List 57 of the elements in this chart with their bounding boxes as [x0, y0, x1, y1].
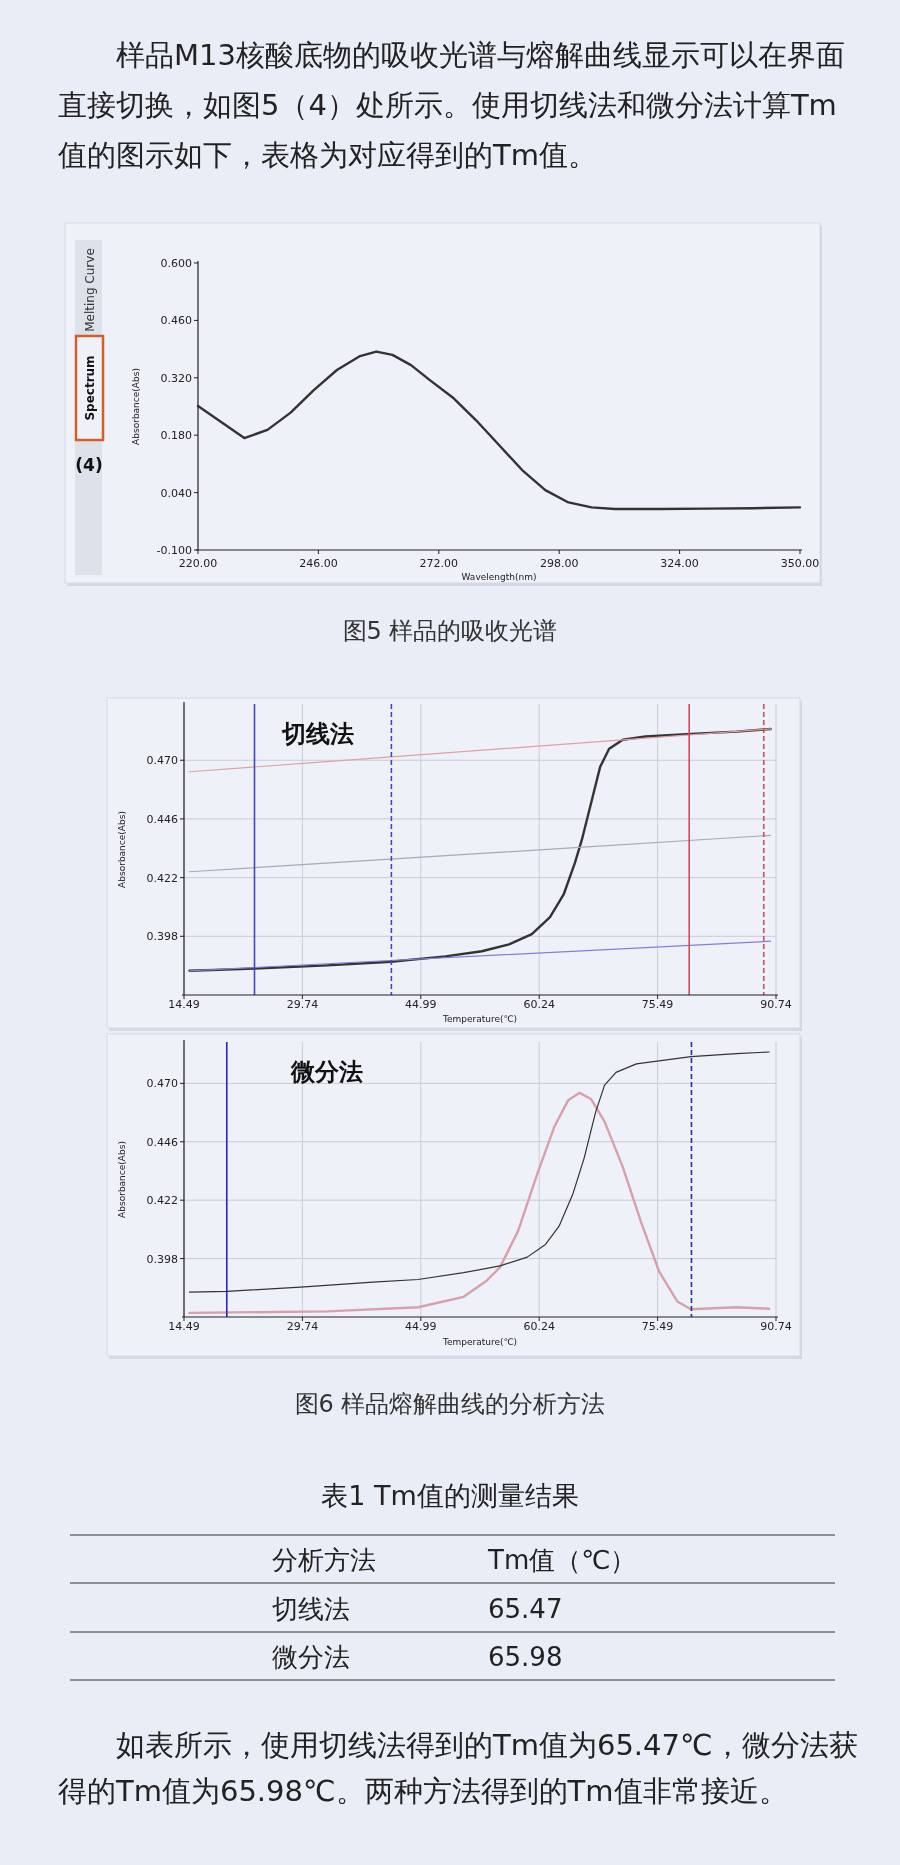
y-tick-label: 0.398 [146, 1252, 178, 1266]
y-axis-title: Absorbance(Abs) [117, 811, 127, 888]
x-tick-label: 14.49 [168, 1320, 200, 1333]
x-tick-label: 350.00 [780, 557, 820, 570]
y-tick-label: 0.398 [146, 930, 178, 944]
y-tick-label: 0.600 [160, 257, 192, 270]
x-tick-label: 60.24 [523, 998, 555, 1011]
text: (4) [75, 455, 103, 475]
x-axis-title: Wavelength(nm) [461, 572, 537, 582]
x-axis-title: Temperature(℃) [441, 1337, 518, 1347]
y-axis-title: Absorbance(Abs) [117, 1141, 127, 1218]
x-tick-label: 220.00 [178, 557, 218, 570]
y-tick-label: 0.446 [146, 1135, 178, 1149]
y-tick-label: 0.460 [160, 314, 192, 328]
data-label: 65.47 [488, 1593, 563, 1624]
x-tick-label: 272.00 [419, 557, 459, 570]
line-series [196, 350, 802, 511]
x-tick-label: 44.99 [405, 998, 437, 1011]
x-tick-label: 246.00 [299, 557, 338, 570]
y-tick-label: 0.040 [160, 486, 192, 500]
text: Spectrum [83, 355, 97, 421]
x-axis-title: Temperature(℃) [441, 1014, 518, 1024]
text: 分析方法 [272, 1545, 376, 1575]
y-tick-label: 0.320 [160, 371, 192, 385]
category-label: 微分法 [272, 1642, 350, 1672]
x-tick-label: 29.74 [286, 1320, 319, 1333]
y-tick-label: 0.180 [160, 429, 192, 443]
x-tick-label: 298.00 [539, 557, 579, 570]
y-axis-title: Absorbance(Abs) [131, 368, 141, 445]
x-tick-label: 60.24 [523, 1320, 555, 1333]
y-tick-label: 0.446 [146, 812, 178, 826]
text: 表1 Tm值的测量结果 [321, 1480, 579, 1511]
data-label: 65.98 [488, 1642, 563, 1672]
x-tick-label: 90.74 [760, 998, 792, 1011]
text: Melting Curve [83, 248, 97, 332]
y-tick-label: 0.422 [146, 1194, 178, 1208]
text: 切线法 [281, 720, 354, 748]
text: 微分法 [290, 1058, 363, 1086]
y-tick-label: 0.470 [146, 754, 178, 768]
caption: 图5 样品的吸收光谱 [342, 617, 558, 645]
category-label: 切线法 [272, 1593, 350, 1624]
line-series [188, 1091, 771, 1315]
x-tick-label: 324.00 [660, 557, 699, 570]
line-series [188, 1051, 770, 1293]
y-tick-label: -0.100 [156, 544, 192, 557]
y-tick-label: 0.470 [146, 1077, 178, 1091]
x-tick-label: 29.74 [286, 998, 319, 1011]
x-tick-label: 90.74 [760, 1320, 792, 1333]
caption: 图6 样品熔解曲线的分析方法 [294, 1390, 606, 1418]
x-tick-label: 44.99 [405, 1320, 437, 1333]
text: 如表所示，使用切线法得到的Tm值为65.47℃，微分法获得的Tm值为65.98℃。两种方法得到的Tm值非常接近。 [58, 1727, 858, 1810]
text: 样品M13核酸底物的吸收光谱与熔解曲线显示可以在界面直接切换，如图5（4）处所示。使用切线法和微分法计算Tm值的图示如下，表格为对应得到的Tm值。 [58, 37, 846, 174]
x-tick-label: 75.49 [641, 998, 674, 1011]
x-tick-label: 14.49 [168, 998, 200, 1011]
text: Tm值（℃） [487, 1545, 637, 1575]
x-tick-label: 75.49 [641, 1320, 674, 1333]
y-tick-label: 0.422 [146, 871, 178, 885]
